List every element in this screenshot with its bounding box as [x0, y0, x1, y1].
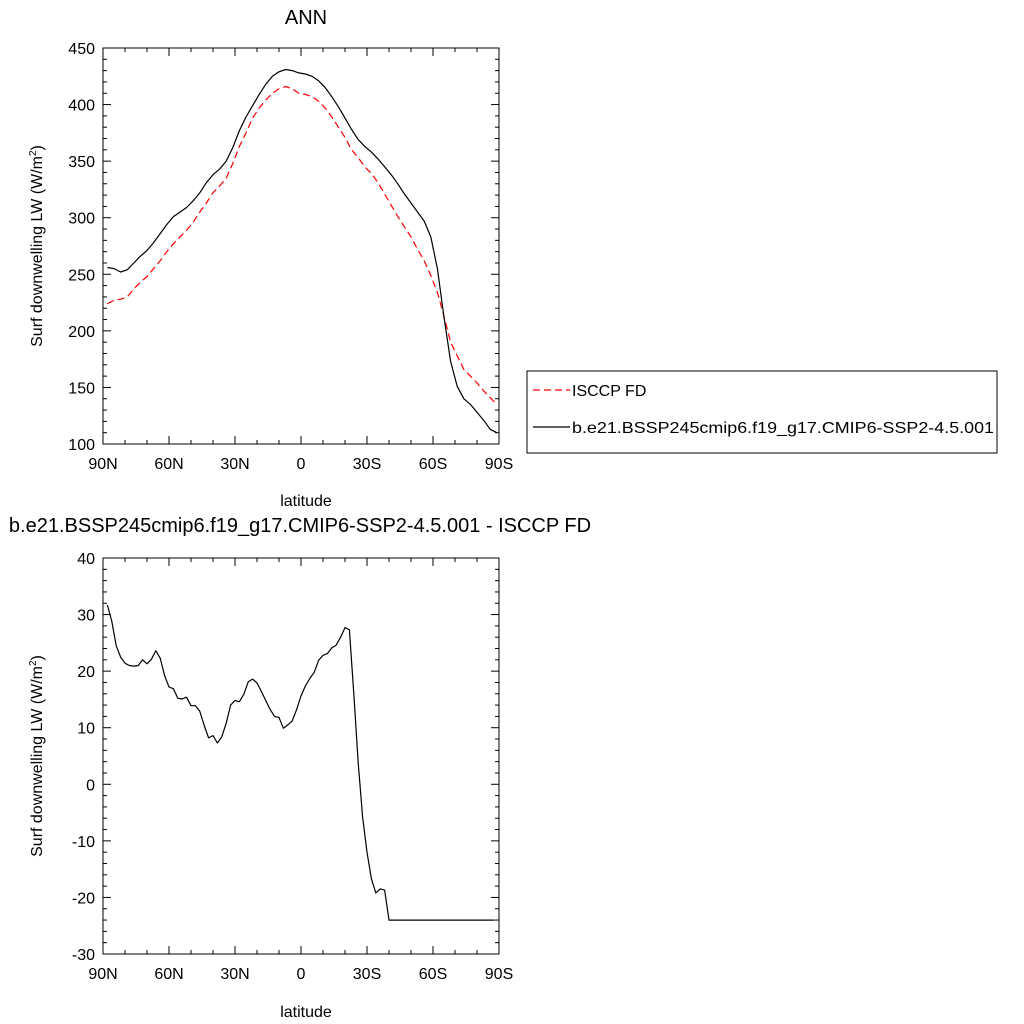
top-y-tick-label: 400 — [68, 98, 95, 115]
bottom-x-tick-label: 60S — [419, 966, 447, 983]
top-y-tick-label: 300 — [68, 211, 95, 228]
legend-box — [526, 370, 998, 454]
bottom-x-tick-label: 0 — [297, 966, 306, 983]
top-y-tick-label: 350 — [68, 154, 95, 171]
top-x-tick-label: 30N — [220, 456, 249, 473]
legend-label-model: b.e21.BSSP245cmip6.f19_g17.CMIP6-SSP2-4.… — [572, 420, 994, 437]
bottom-series-lines — [106, 604, 495, 921]
bottom-y-tick-label: 0 — [86, 777, 95, 794]
top-y-tick-label: 450 — [68, 41, 95, 58]
bottom-y-tick-label: 10 — [77, 721, 95, 738]
top-series-line-isccp — [107, 85, 498, 405]
bottom-y-axis-label-close: ) — [29, 655, 46, 660]
top-y-tick-label: 200 — [68, 324, 95, 341]
bottom-chart-title: b.e21.BSSP245cmip6.f19_g17.CMIP6-SSP2-4.… — [9, 515, 591, 537]
bottom-x-tick-labels: 90N 60N 30N 0 30S 60S 90S — [88, 966, 513, 983]
top-x-tick-labels: 90N 60N 30N 0 30S 60S 90S — [88, 456, 513, 473]
bottom-plot-frame — [102, 557, 500, 955]
top-chart-title: ANN — [285, 7, 327, 29]
top-y-tick-label: 250 — [68, 267, 95, 284]
top-panel: ANN 90N 60N 30N 0 30S 60S 90S 100 150 200 250 300 3… — [28, 7, 513, 510]
bottom-tick-marks — [102, 557, 500, 955]
bottom-y-axis-label-main: Surf downwelling LW (W/m — [29, 666, 46, 857]
bottom-y-axis-label: Surf downwelling LW (W/m2) — [28, 655, 46, 857]
legend-label-isccp: ISCCP FD — [572, 383, 646, 400]
top-y-tick-label: 150 — [68, 380, 95, 397]
top-series-lines — [107, 68, 498, 434]
bottom-y-tick-label: -20 — [72, 890, 95, 907]
top-x-tick-label: 60S — [419, 456, 447, 473]
bottom-series-line-difference — [106, 604, 495, 921]
top-x-tick-label: 90N — [88, 456, 117, 473]
top-series-line-model — [107, 68, 498, 434]
top-y-axis-label-main: Surf downwelling LW (W/m — [29, 156, 46, 347]
bottom-y-tick-label: 20 — [77, 664, 95, 681]
top-x-axis-label: latitude — [280, 493, 332, 510]
bottom-x-tick-label: 90N — [88, 966, 117, 983]
top-y-tick-labels: 100 150 200 250 300 350 400 450 — [68, 41, 95, 454]
bottom-panel: b.e21.BSSP245cmip6.f19_g17.CMIP6-SSP2-4.… — [9, 515, 591, 1021]
bottom-x-tick-label: 30N — [220, 966, 249, 983]
legend: ISCCP FD b.e21.BSSP245cmip6.f19_g17.CMIP… — [526, 370, 998, 454]
bottom-x-tick-label: 90S — [485, 966, 513, 983]
top-plot-frame — [102, 47, 500, 445]
bottom-y-tick-label: -10 — [72, 834, 95, 851]
top-tick-marks — [102, 47, 500, 445]
top-y-axis-label-sup: 2 — [28, 150, 39, 156]
bottom-x-tick-label: 30S — [353, 966, 381, 983]
bottom-x-tick-label: 60N — [154, 966, 183, 983]
top-x-tick-label: 30S — [353, 456, 381, 473]
top-y-axis-label-close: ) — [29, 145, 46, 150]
top-y-axis-label: Surf downwelling LW (W/m2) — [28, 145, 46, 347]
bottom-y-axis-label-sup: 2 — [28, 660, 39, 666]
top-y-tick-label: 100 — [68, 437, 95, 454]
bottom-y-tick-label: -30 — [72, 947, 95, 964]
top-x-tick-label: 0 — [297, 456, 306, 473]
top-x-tick-label: 60N — [154, 456, 183, 473]
bottom-x-axis-label: latitude — [280, 1004, 332, 1021]
top-x-tick-label: 90S — [485, 456, 513, 473]
bottom-y-tick-label: 30 — [77, 608, 95, 625]
bottom-y-tick-labels: -30 -20 -10 0 10 20 30 40 — [72, 551, 95, 964]
bottom-y-tick-label: 40 — [77, 551, 95, 568]
